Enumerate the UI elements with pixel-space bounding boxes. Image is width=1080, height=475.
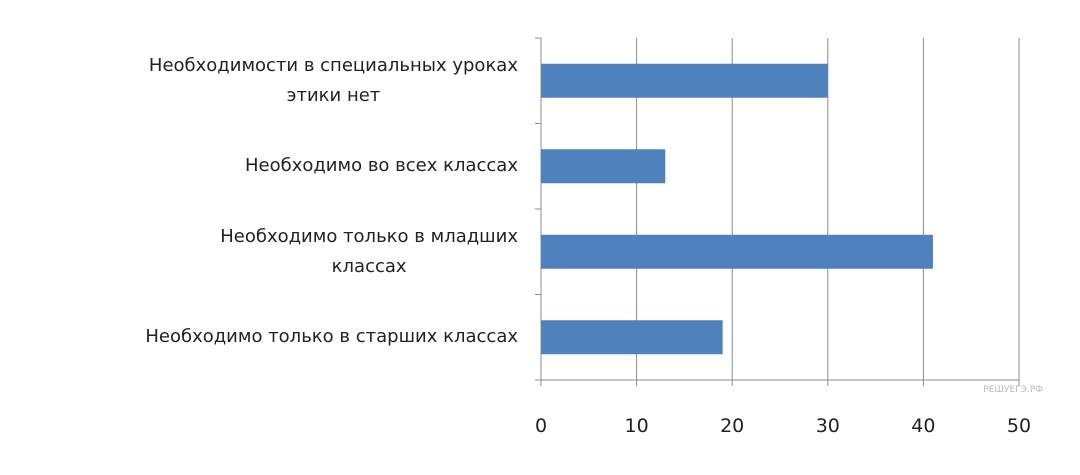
bar <box>541 149 666 184</box>
y-tick-label: Необходимости в специальных уроках этики… <box>148 54 518 106</box>
bar <box>541 234 933 269</box>
x-tick-label: 0 <box>535 415 547 437</box>
bar <box>541 63 828 98</box>
x-tick-label: 50 <box>1007 415 1031 437</box>
x-tick-label: 30 <box>816 415 840 437</box>
x-tick-label: 10 <box>625 415 649 437</box>
bar <box>541 320 723 355</box>
watermark: РЕШУЕГЭ.РФ <box>983 385 1043 395</box>
y-tick-label: Необходимо во всех классах <box>244 155 518 177</box>
y-tick-label: Необходимо только в старших классах <box>145 326 518 348</box>
x-tick-label: 40 <box>911 415 935 437</box>
x-tick-label: 20 <box>720 415 744 437</box>
y-tick-label: Необходимо только в младших классах <box>220 225 518 277</box>
